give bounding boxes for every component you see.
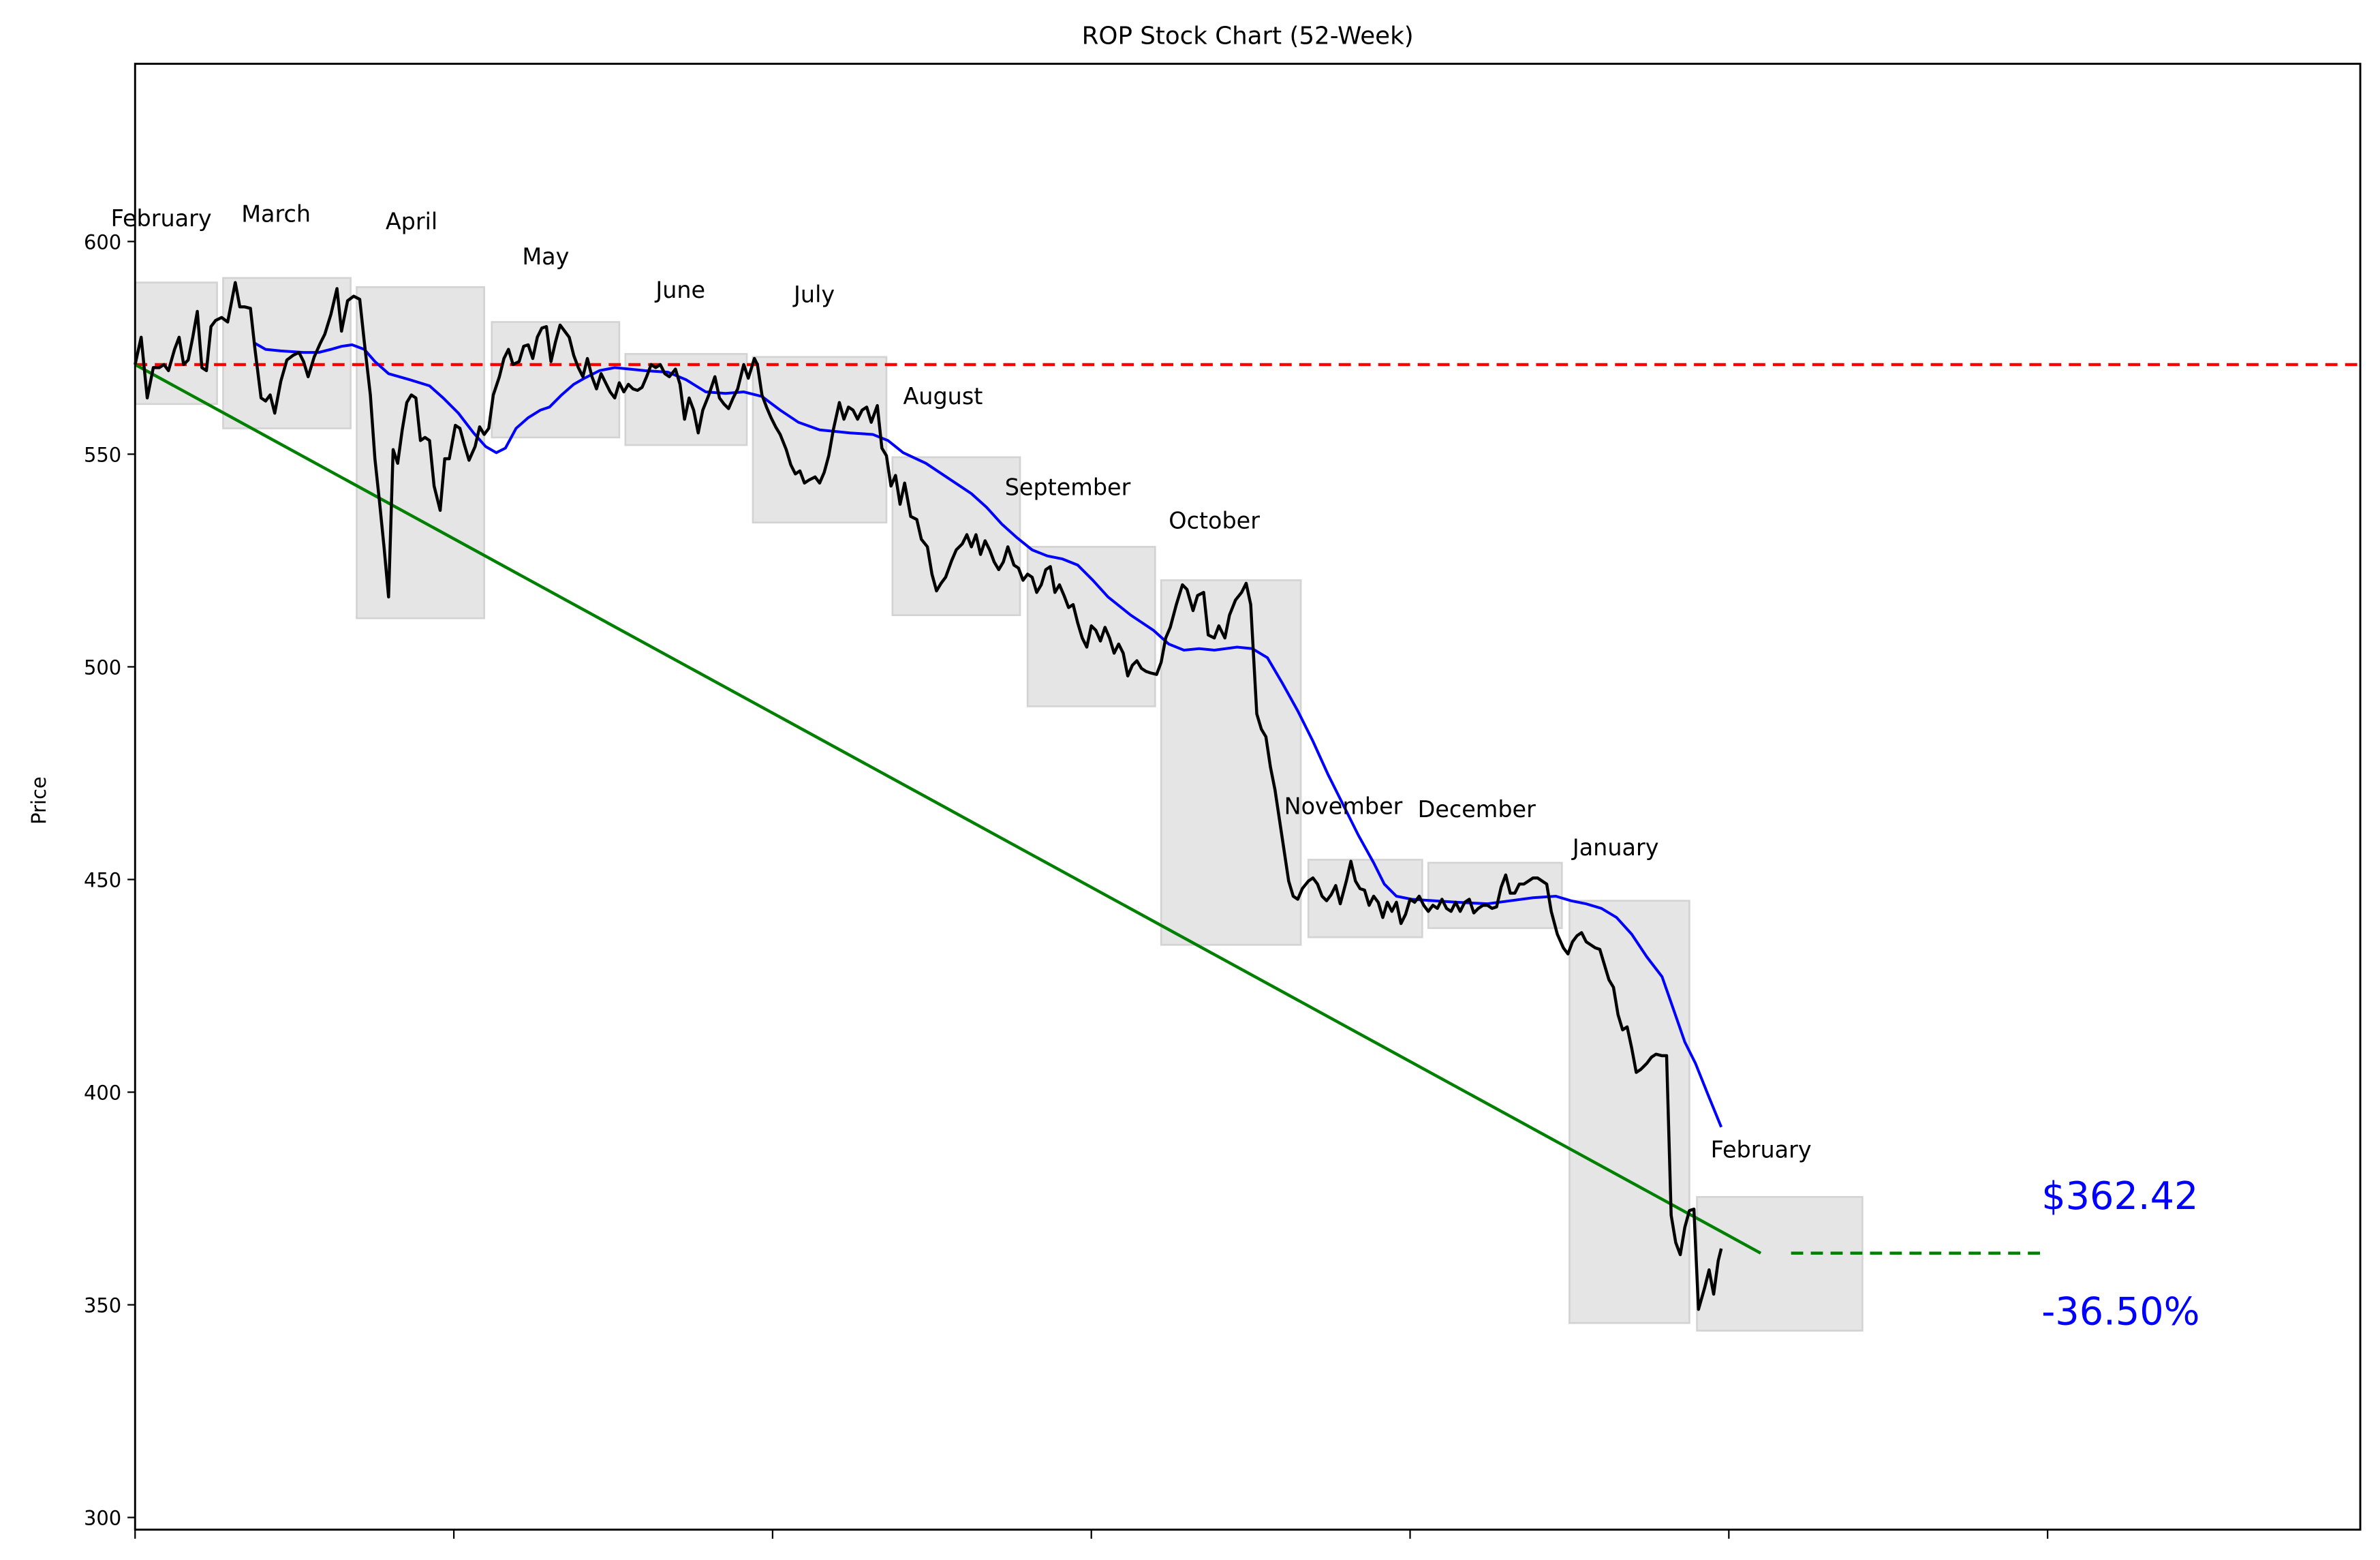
y-tick-label: 550 bbox=[84, 444, 121, 467]
y-tick-label: 350 bbox=[84, 1294, 121, 1317]
month-box-october bbox=[1160, 579, 1302, 946]
month-box-april bbox=[356, 286, 485, 620]
y-tick-label: 600 bbox=[84, 231, 121, 254]
month-range-boxes bbox=[134, 277, 1864, 1332]
trend-line bbox=[134, 363, 1762, 1255]
month-label: June bbox=[654, 277, 705, 303]
month-box-august bbox=[891, 456, 1021, 617]
month-label: January bbox=[1571, 834, 1659, 861]
month-box-march bbox=[222, 277, 352, 429]
y-tick-label: 300 bbox=[84, 1507, 121, 1530]
month-label: February bbox=[1711, 1136, 1812, 1163]
plot-frame bbox=[134, 63, 2362, 1531]
month-label: May bbox=[522, 243, 569, 270]
month-box-june bbox=[624, 352, 748, 446]
month-box-february bbox=[1696, 1195, 1864, 1332]
month-label: July bbox=[792, 281, 835, 308]
month-label: October bbox=[1169, 508, 1260, 534]
y-axis-label: Price bbox=[27, 776, 50, 825]
month-label: November bbox=[1284, 793, 1403, 820]
y-tick-label: 500 bbox=[84, 656, 121, 679]
month-label: September bbox=[1005, 474, 1131, 501]
x-axis bbox=[134, 1529, 2049, 1539]
chart-title: ROP Stock Chart (52-Week) bbox=[1082, 22, 1414, 50]
month-box-december bbox=[1427, 861, 1563, 930]
month-label: December bbox=[1418, 796, 1536, 823]
percent-change-annotation: -36.50% bbox=[2041, 1290, 2199, 1334]
current-price-annotation: $362.42 bbox=[2041, 1174, 2198, 1219]
y-axis: 300 350 400 450 500 550 600 bbox=[84, 231, 136, 1530]
month-label: August bbox=[903, 383, 983, 410]
price-line bbox=[134, 281, 1723, 1311]
y-tick-label: 400 bbox=[84, 1082, 121, 1105]
month-label: March bbox=[241, 200, 311, 227]
moving-average-line bbox=[254, 341, 1723, 1128]
month-label: February bbox=[111, 205, 212, 232]
month-box-january bbox=[1568, 900, 1690, 1324]
month-box-july bbox=[752, 356, 888, 524]
month-label: April bbox=[386, 209, 437, 235]
month-labels: February March April May June July August Septe… bbox=[111, 200, 1812, 1163]
y-tick-label: 450 bbox=[84, 869, 121, 892]
